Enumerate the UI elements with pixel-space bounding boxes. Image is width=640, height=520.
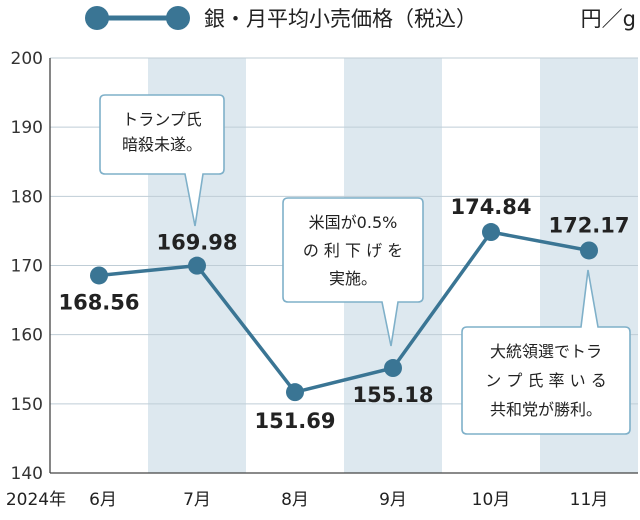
y-tick-labels: 140 150 160 170 180 190 200	[11, 49, 43, 484]
callout-2-line-1: 米国が0.5%	[309, 213, 398, 232]
y-tick-label-190: 190	[11, 118, 43, 138]
callout-3-line-2: ン プ 氏 率 い る	[485, 371, 606, 390]
x-tick-label-6: 11月	[570, 490, 609, 510]
callout-box-2	[282, 197, 424, 347]
callout-box-3	[461, 269, 631, 435]
callout-box-1	[99, 94, 225, 227]
legend-series-name: 銀・月平均小売価格（税込）	[204, 7, 477, 31]
price-series	[90, 223, 598, 402]
y-tick-label-180: 180	[11, 187, 43, 207]
callout-1-line-1: トランプ氏	[122, 110, 202, 129]
legend: 銀・月平均小売価格（税込） 円／g	[85, 6, 636, 31]
data-label-5: 174.84	[450, 195, 531, 219]
y-tick-label-160: 160	[11, 326, 43, 346]
x-tick-label-3: 8月	[281, 490, 309, 510]
legend-marker-left	[85, 6, 109, 30]
data-label-4: 155.18	[352, 383, 433, 407]
x-tick-label-1: 6月	[89, 490, 117, 510]
data-point-4	[384, 359, 402, 378]
data-point-1	[90, 266, 108, 285]
x-tick-label-2: 7月	[183, 490, 211, 510]
x-tick-label-4: 9月	[379, 490, 407, 510]
data-point-6	[580, 241, 598, 260]
y-tick-label-200: 200	[11, 49, 43, 69]
year-label: 2024年	[6, 490, 66, 510]
callout-2-line-3: 実施。	[329, 269, 377, 288]
x-tick-label-5: 10月	[472, 490, 511, 510]
axes	[49, 58, 638, 474]
callout-1-line-2: 暗殺未遂。	[122, 135, 202, 154]
y-tick-label-150: 150	[11, 395, 43, 415]
data-label-6: 172.17	[548, 213, 629, 237]
callout-3-line-3: 共和党が勝利。	[490, 400, 602, 419]
callout-2-line-2: の 利 下 げ を	[303, 241, 403, 260]
data-label-1: 168.56	[58, 290, 139, 314]
unit-label: 円／g	[581, 7, 636, 31]
data-labels: 168.56 169.98 151.69 155.18 174.84 172.17	[58, 195, 629, 433]
data-point-5	[482, 223, 500, 242]
y-tick-label-140: 140	[11, 464, 43, 484]
x-tick-labels: 6月 7月 8月 9月 10月 11月 2024年	[6, 490, 608, 510]
data-point-3	[286, 383, 304, 402]
data-point-2	[188, 256, 206, 275]
legend-marker-right	[166, 6, 190, 30]
data-label-2: 169.98	[156, 231, 237, 255]
data-label-3: 151.69	[254, 409, 335, 433]
series-line	[98, 230, 590, 394]
callout-3-line-1: 大統領選でトラ	[490, 342, 602, 361]
y-tick-label-170: 170	[11, 257, 43, 277]
